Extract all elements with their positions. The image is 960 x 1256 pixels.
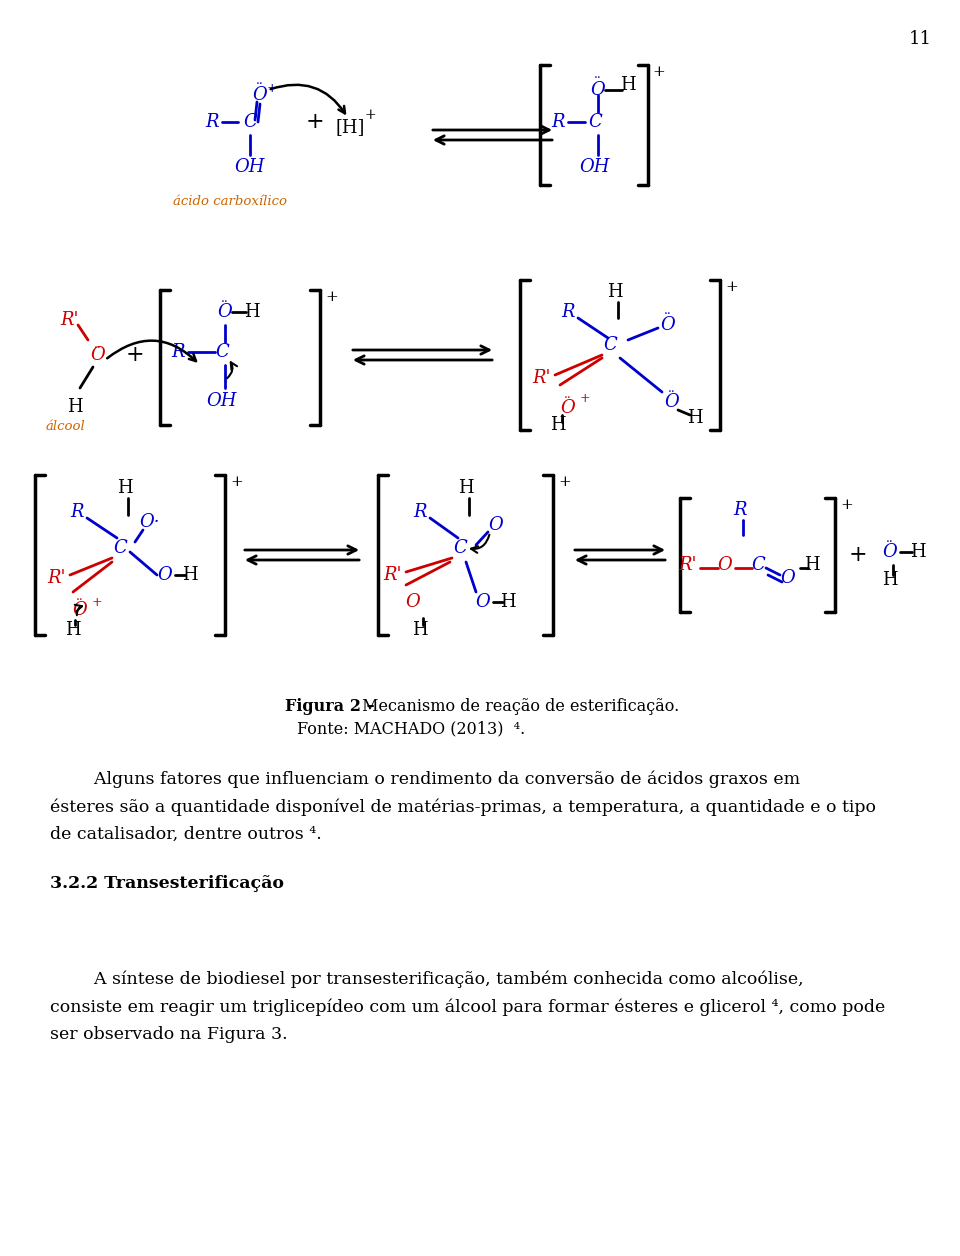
Text: +: + (267, 82, 277, 94)
Text: C: C (215, 343, 228, 360)
Text: R': R' (533, 369, 551, 387)
Text: Figura 2 –: Figura 2 – (285, 698, 374, 715)
Text: ··: ·· (564, 392, 572, 404)
Text: +: + (230, 475, 243, 489)
Text: +: + (840, 497, 852, 512)
Text: +: + (126, 344, 144, 365)
FancyArrowPatch shape (228, 362, 237, 378)
Text: H: H (910, 543, 925, 561)
Text: O: O (406, 593, 420, 610)
Text: +: + (305, 111, 324, 133)
Text: OH: OH (206, 392, 237, 409)
Text: +: + (558, 475, 571, 489)
Text: C: C (751, 556, 765, 574)
Text: O: O (218, 303, 232, 322)
Text: +: + (325, 290, 338, 304)
Text: O: O (157, 566, 173, 584)
Text: ··: ·· (594, 72, 602, 84)
Text: H: H (620, 77, 636, 94)
Text: álcool: álcool (45, 420, 84, 433)
Text: Mecanismo de reação de esterificação.: Mecanismo de reação de esterificação. (357, 698, 680, 715)
Text: de catalisador, dentre outros ⁴.: de catalisador, dentre outros ⁴. (50, 826, 322, 843)
Text: H: H (67, 398, 83, 416)
Text: +: + (725, 280, 737, 294)
Text: O: O (882, 543, 898, 561)
Text: +: + (652, 65, 664, 79)
Text: R': R' (679, 556, 697, 574)
Text: R: R (551, 113, 564, 131)
Text: ésteres são a quantidade disponível de matérias-primas, a temperatura, a quantid: ésteres são a quantidade disponível de m… (50, 798, 876, 815)
Text: consiste em reagir um triglicерídeo com um álcool para formar ésteres e glicerol: consiste em reagir um triglicерídeo com … (50, 999, 885, 1016)
Text: H: H (607, 283, 623, 301)
Text: O: O (664, 393, 680, 411)
Text: C: C (603, 337, 617, 354)
Text: ··: ·· (668, 386, 676, 398)
Text: R: R (733, 501, 747, 519)
Text: R': R' (60, 311, 80, 329)
Text: A síntese de biodiesel por transesterificação, também conhecida como alcoólise,: A síntese de biodiesel por transesterifi… (50, 970, 804, 987)
Text: C: C (113, 539, 127, 556)
Text: +: + (580, 392, 590, 404)
FancyArrowPatch shape (271, 84, 345, 113)
Text: O: O (73, 602, 87, 619)
Text: Fonte: MACHADO (2013)  ⁴.: Fonte: MACHADO (2013) ⁴. (297, 720, 525, 737)
Text: O: O (561, 399, 575, 417)
Text: H: H (117, 479, 132, 497)
Text: R': R' (384, 566, 402, 584)
FancyArrowPatch shape (108, 340, 196, 362)
Text: O: O (718, 556, 732, 574)
Text: O: O (590, 80, 606, 99)
Text: H: H (65, 620, 81, 639)
Text: OH: OH (580, 158, 611, 176)
Text: C: C (243, 113, 257, 131)
Text: OH: OH (235, 158, 265, 176)
Text: +: + (92, 595, 103, 608)
Text: H: H (458, 479, 474, 497)
Text: O: O (90, 345, 106, 364)
Text: R: R (205, 113, 219, 131)
Text: +: + (849, 544, 867, 566)
Text: O: O (252, 85, 268, 104)
Text: O: O (489, 516, 503, 534)
Text: ··: ·· (256, 78, 264, 92)
Text: ··: ·· (76, 594, 84, 607)
Text: R': R' (48, 569, 66, 587)
Text: O·: O· (140, 512, 160, 531)
Text: C: C (453, 539, 467, 556)
Text: R: R (70, 502, 84, 521)
Text: H: H (412, 620, 428, 639)
Text: ácido carboxílico: ácido carboxílico (173, 195, 287, 208)
Text: O: O (780, 569, 796, 587)
Text: O: O (660, 317, 676, 334)
Text: Alguns fatores que influenciam o rendimento da conversão de ácidos graxos em: Alguns fatores que influenciam o rendime… (50, 770, 800, 788)
Text: H: H (244, 303, 260, 322)
FancyArrowPatch shape (471, 535, 490, 553)
Text: ··: ·· (664, 309, 672, 322)
Text: H: H (500, 593, 516, 610)
Text: H: H (550, 416, 565, 435)
Text: 11: 11 (908, 30, 931, 48)
Text: ··: ·· (94, 342, 102, 354)
Text: +: + (364, 108, 375, 122)
Text: R: R (413, 502, 427, 521)
Text: H: H (804, 556, 820, 574)
Text: 3.2.2 Transesterificação: 3.2.2 Transesterificação (50, 875, 284, 892)
Text: ··: ·· (886, 535, 894, 549)
Text: ser observado na Figura 3.: ser observado na Figura 3. (50, 1026, 288, 1042)
Text: H: H (687, 409, 703, 427)
Text: H: H (882, 571, 898, 589)
Text: H: H (182, 566, 198, 584)
Text: R: R (562, 303, 575, 322)
Text: C: C (588, 113, 602, 131)
Text: R: R (171, 343, 184, 360)
Text: O: O (475, 593, 491, 610)
Text: [H]: [H] (335, 118, 365, 136)
Text: ··: ·· (221, 295, 228, 309)
FancyArrowPatch shape (75, 605, 82, 615)
